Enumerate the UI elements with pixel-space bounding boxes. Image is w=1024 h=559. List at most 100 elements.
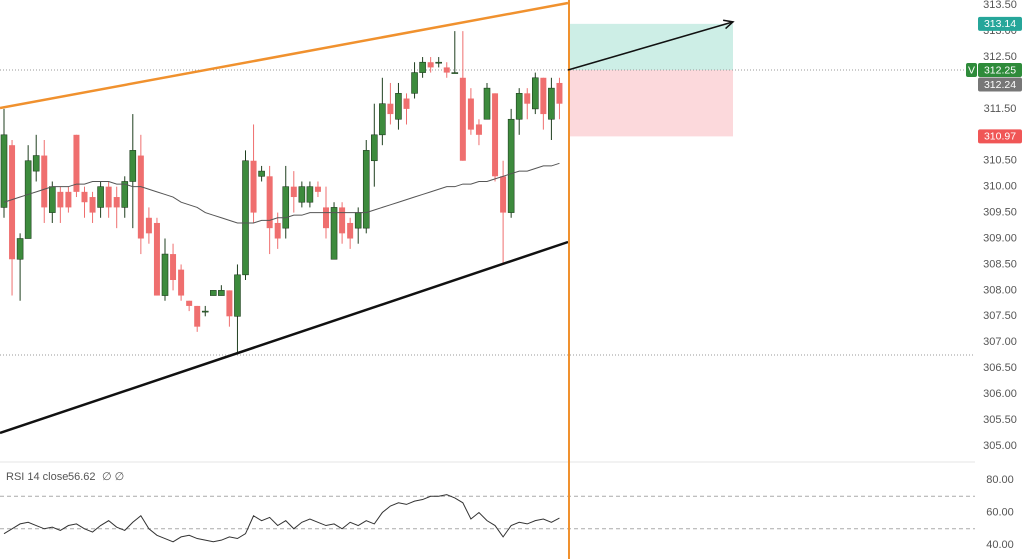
- y-tick-label: 305.00: [983, 440, 1017, 452]
- rsi-extra: ∅ ∅: [102, 471, 124, 483]
- candle-body: [347, 222, 354, 239]
- candle-body: [48, 186, 56, 213]
- price-tag: [978, 77, 1022, 92]
- upper-trendline: [0, 1, 569, 110]
- candle-body: [210, 290, 217, 296]
- y-tick-label: 306.50: [983, 362, 1017, 374]
- candle-body: [89, 197, 96, 213]
- candle-body: [57, 191, 64, 208]
- candle-body: [370, 134, 378, 162]
- candle-body: [274, 222, 281, 239]
- candle-body: [507, 118, 515, 213]
- candle-body: [459, 77, 466, 161]
- projection-arrow: [567, 21, 734, 71]
- candle-body: [194, 305, 201, 327]
- price-tag-label: 312.24: [984, 79, 1016, 91]
- price-tag-label: 313.14: [984, 18, 1016, 30]
- candle-body: [178, 269, 185, 296]
- candle-body: [403, 98, 410, 109]
- candle-body: [242, 160, 249, 276]
- price-tag-label: 312.25: [984, 64, 1016, 76]
- lower-trendline: [0, 240, 569, 435]
- price-tag: [978, 129, 1022, 144]
- candle-body: [314, 186, 321, 192]
- candle-body: [65, 191, 72, 208]
- candle-body: [41, 155, 48, 208]
- rsi-line: [3, 494, 560, 543]
- candle-body: [379, 103, 386, 136]
- candle-body: [500, 176, 507, 213]
- stop-zone: [569, 70, 733, 137]
- candle-body: [435, 61, 443, 64]
- candle-body: [250, 160, 257, 213]
- candle-body: [298, 186, 306, 203]
- y-tick-label: 305.50: [983, 414, 1017, 426]
- candle-body: [339, 207, 346, 234]
- candle-body: [483, 87, 491, 120]
- candle-body: [32, 155, 40, 172]
- candle-body: [129, 150, 137, 182]
- candle-body: [362, 150, 370, 229]
- candle-body: [226, 290, 233, 317]
- candle-body: [258, 170, 265, 177]
- candle-body: [443, 67, 450, 73]
- candle-body: [121, 181, 129, 208]
- candle-body: [515, 93, 523, 120]
- y-tick-label: 308.50: [983, 258, 1017, 270]
- entry-flag: V: [968, 64, 975, 76]
- candle-body: [81, 191, 88, 203]
- candle-body: [427, 62, 434, 68]
- moving-average: [3, 162, 560, 224]
- y-tick-label: 307.00: [983, 336, 1017, 348]
- candle-body: [145, 217, 152, 234]
- candle-body: [387, 103, 394, 115]
- candle-body: [354, 212, 362, 229]
- candle-body: [419, 61, 426, 73]
- candle-body: [105, 186, 112, 208]
- candle-body: [186, 300, 193, 306]
- candle-body: [492, 93, 499, 177]
- y-tick-label: 310.50: [983, 155, 1017, 167]
- candle-body: [451, 72, 459, 74]
- candle-body: [9, 145, 16, 260]
- arrow-head: [723, 19, 735, 30]
- y-tick-label: 311.50: [984, 103, 1017, 115]
- candle-body: [548, 87, 555, 120]
- candle-body: [411, 72, 418, 94]
- candle-body: [161, 253, 169, 296]
- candle-body: [475, 124, 482, 135]
- y-tick-label: 309.50: [983, 206, 1017, 218]
- rsi-tick-label: 80.00: [986, 474, 1014, 486]
- candle-body: [0, 134, 8, 208]
- y-tick-label: 307.50: [983, 310, 1017, 322]
- entry-flag-bg: [966, 63, 977, 77]
- rsi-tick-label: 40.00: [986, 539, 1014, 551]
- candle-body: [306, 186, 314, 203]
- candle-body: [24, 160, 32, 239]
- candle-body: [113, 197, 120, 208]
- y-tick-label: 308.00: [983, 284, 1017, 296]
- candle-body: [73, 134, 80, 192]
- candle-body: [467, 98, 474, 130]
- candle-body: [290, 186, 297, 198]
- candle-body: [330, 207, 338, 260]
- candle-body: [540, 77, 547, 115]
- candle-body: [323, 207, 329, 229]
- y-tick-label: 306.00: [983, 388, 1017, 400]
- candle-body: [531, 77, 539, 110]
- y-tick-label: 313.50: [983, 0, 1017, 11]
- candle-body: [234, 274, 241, 317]
- rsi-tick-label: 60.00: [986, 506, 1014, 518]
- price-tag: [978, 63, 1022, 77]
- candle-body: [266, 176, 273, 229]
- price-tag-label: 310.97: [984, 131, 1016, 143]
- candle-body: [201, 310, 209, 313]
- y-tick-label: 309.00: [983, 232, 1017, 244]
- candle-body: [556, 82, 563, 104]
- rsi-title: RSI 14 close: [6, 471, 68, 483]
- candle-body: [282, 186, 290, 229]
- price-tag: [978, 16, 1022, 31]
- candle-body: [524, 93, 531, 104]
- candle-body: [170, 254, 177, 280]
